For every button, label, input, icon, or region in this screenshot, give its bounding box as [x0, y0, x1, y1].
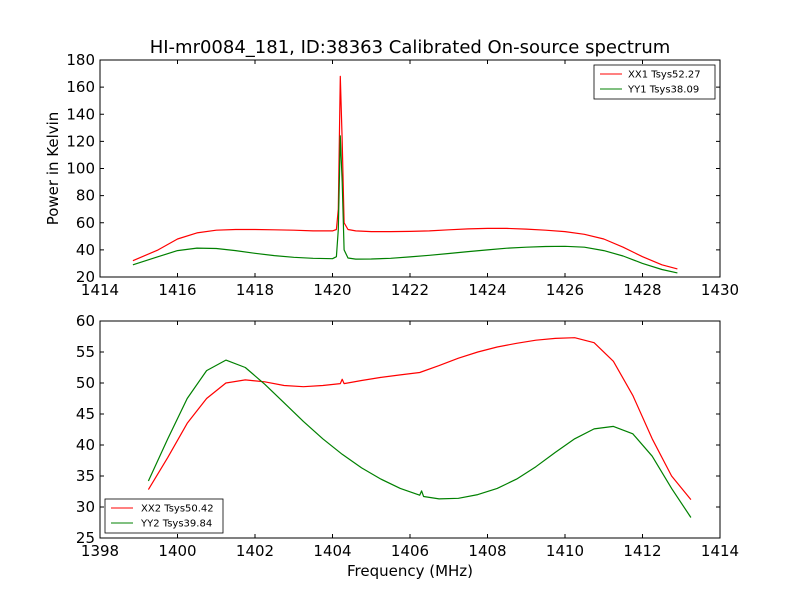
x-tick-label: 1422: [391, 281, 429, 299]
chart-top: HI-mr0084_181, ID:38363 Calibrated On-so…: [44, 37, 739, 299]
chart-top-ylabel: Power in Kelvin: [44, 112, 62, 226]
y-tick-label: 100: [66, 160, 95, 178]
series-line-xx2: [147, 337, 692, 500]
chart-top-plot: 1414 1416 1418 1420 1422 1424 1426 1428 1430 20 40…: [66, 51, 739, 299]
x-tick-label: 1416: [158, 281, 196, 299]
y-tick-label: 25: [76, 529, 95, 547]
chart-top-legend: XX1 Tsys52.27 YY1 Tsys38.09: [593, 64, 716, 100]
x-tick-label: 1430: [701, 281, 739, 299]
chart-bottom-xlabel: Frequency (MHz): [347, 562, 473, 580]
y-tick-label: 35: [76, 467, 95, 485]
y-tick-label: 45: [76, 405, 95, 423]
chart-bottom: 1398 1400 1402 1404 1406 1408 1410 1412 1414 25 30…: [76, 312, 739, 580]
x-tick-label: 1414: [81, 281, 119, 299]
x-tick-label: 1398: [81, 542, 119, 560]
x-tick-label: 1404: [313, 542, 351, 560]
chart-top-frame: [99, 59, 721, 278]
y-tick-label: 120: [66, 132, 95, 150]
series-line-yy2: [147, 359, 692, 518]
y-tick-label: 160: [66, 78, 95, 96]
y-tick-label: 40: [76, 241, 95, 259]
x-tick-label: 1406: [391, 542, 429, 560]
x-tick-label: 1418: [236, 281, 274, 299]
legend-label-yy2: YY2 Tsys39.84: [140, 519, 212, 530]
x-tick-label: 1412: [623, 542, 661, 560]
legend-box: [104, 498, 224, 534]
y-tick-label: 140: [66, 105, 95, 123]
x-tick-label: 1426: [546, 281, 584, 299]
y-tick-label: 180: [66, 51, 95, 69]
legend-label-xx1: XX1 Tsys52.27: [628, 70, 701, 81]
legend-label-yy1: YY1 Tsys38.09: [627, 85, 699, 96]
legend-label-xx2: XX2 Tsys50.42: [141, 504, 214, 515]
x-tick-label: 1414: [701, 542, 739, 560]
x-tick-label: 1402: [236, 542, 274, 560]
y-tick-label: 55: [76, 343, 95, 361]
y-tick-label: 40: [76, 436, 95, 454]
chart-bottom-legend: XX2 Tsys50.42 YY2 Tsys39.84: [104, 498, 224, 534]
y-tick-label: 60: [76, 312, 95, 330]
x-tick-label: 1428: [623, 281, 661, 299]
y-tick-label: 60: [76, 214, 95, 232]
y-tick-label: 50: [76, 374, 95, 392]
y-tick-label: 20: [76, 268, 95, 286]
x-tick-label: 1400: [158, 542, 196, 560]
x-tick-label: 1408: [468, 542, 506, 560]
series-line-xx1: [132, 75, 678, 270]
chart-top-title: HI-mr0084_181, ID:38363 Calibrated On-so…: [150, 37, 671, 58]
x-tick-label: 1424: [468, 281, 506, 299]
x-tick-label: 1410: [546, 542, 584, 560]
chart-bottom-plot: 1398 1400 1402 1404 1406 1408 1410 1412 1414 25 30…: [76, 312, 739, 560]
x-tick-label: 1420: [313, 281, 351, 299]
y-tick-label: 80: [76, 187, 95, 205]
series-line-yy1: [132, 135, 678, 274]
chart-bottom-frame: [99, 320, 721, 539]
legend-box: [593, 64, 716, 100]
y-tick-label: 30: [76, 498, 95, 516]
